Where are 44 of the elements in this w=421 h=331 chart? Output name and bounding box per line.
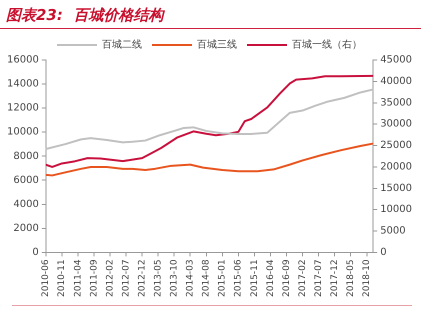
legend-label: 百城二线 [102, 38, 142, 51]
x-tick-label: 2012-12 [137, 259, 148, 298]
x-tick-label: 2016-09 [282, 259, 292, 298]
y-tick-label: 2000 [13, 222, 39, 234]
x-tick-label: 2015-06 [234, 259, 244, 298]
x-tick-label: 2012-02 [105, 259, 116, 298]
x-tick-label: 2015-11 [250, 259, 260, 298]
y2-tick-label: 5000 [380, 226, 406, 237]
x-tick-label: 2016-04 [266, 259, 276, 298]
x-tick-label: 2010-06 [41, 259, 52, 298]
y-tick-label: 16000 [7, 54, 39, 66]
y2-tick-label: 10000 [380, 204, 412, 216]
x-tick-label: 2017-07 [314, 259, 324, 298]
y2-tick-label: 45000 [380, 54, 412, 66]
x-tick-label: 2018-10 [362, 259, 372, 298]
legend-label: 百城一线（右） [292, 38, 362, 51]
y2-tick-label: 15000 [380, 182, 412, 194]
y-tick-label: 0 [32, 246, 39, 258]
x-tick-label: 2010-11 [57, 259, 68, 298]
x-tick-label: 2013-10 [170, 259, 180, 298]
y-tick-label: 6000 [13, 174, 39, 186]
y2-tick-label: 0 [380, 246, 387, 258]
x-tick-label: 2011-09 [89, 259, 100, 298]
y2-tick-label: 30000 [380, 118, 412, 130]
y-tick-label: 10000 [7, 126, 39, 138]
legend-label: 百城三线 [197, 38, 237, 51]
x-tick-label: 2018-05 [346, 259, 356, 298]
y2-tick-label: 35000 [380, 97, 412, 108]
x-tick-label: 2013-05 [153, 259, 164, 298]
x-tick-label: 2014-03 [186, 259, 196, 298]
x-tick-label: 2017-12 [330, 259, 340, 298]
y-tick-label: 8000 [13, 150, 39, 162]
x-tick-label: 2015-01 [218, 259, 228, 298]
chart-title: 图表23: 百城价格结构 [5, 5, 166, 26]
x-tick-label: 2014-08 [202, 259, 212, 298]
x-tick-label: 2017-02 [298, 259, 308, 298]
y2-tick-label: 40000 [380, 76, 412, 87]
y-tick-label: 4000 [13, 198, 39, 210]
x-tick-label: 2012-07 [121, 259, 132, 298]
y2-tick-label: 20000 [380, 161, 412, 172]
x-tick-label: 2011-04 [73, 259, 84, 298]
y-tick-label: 14000 [7, 78, 39, 90]
y-tick-label: 12000 [7, 102, 39, 114]
y2-tick-label: 25000 [380, 140, 412, 152]
